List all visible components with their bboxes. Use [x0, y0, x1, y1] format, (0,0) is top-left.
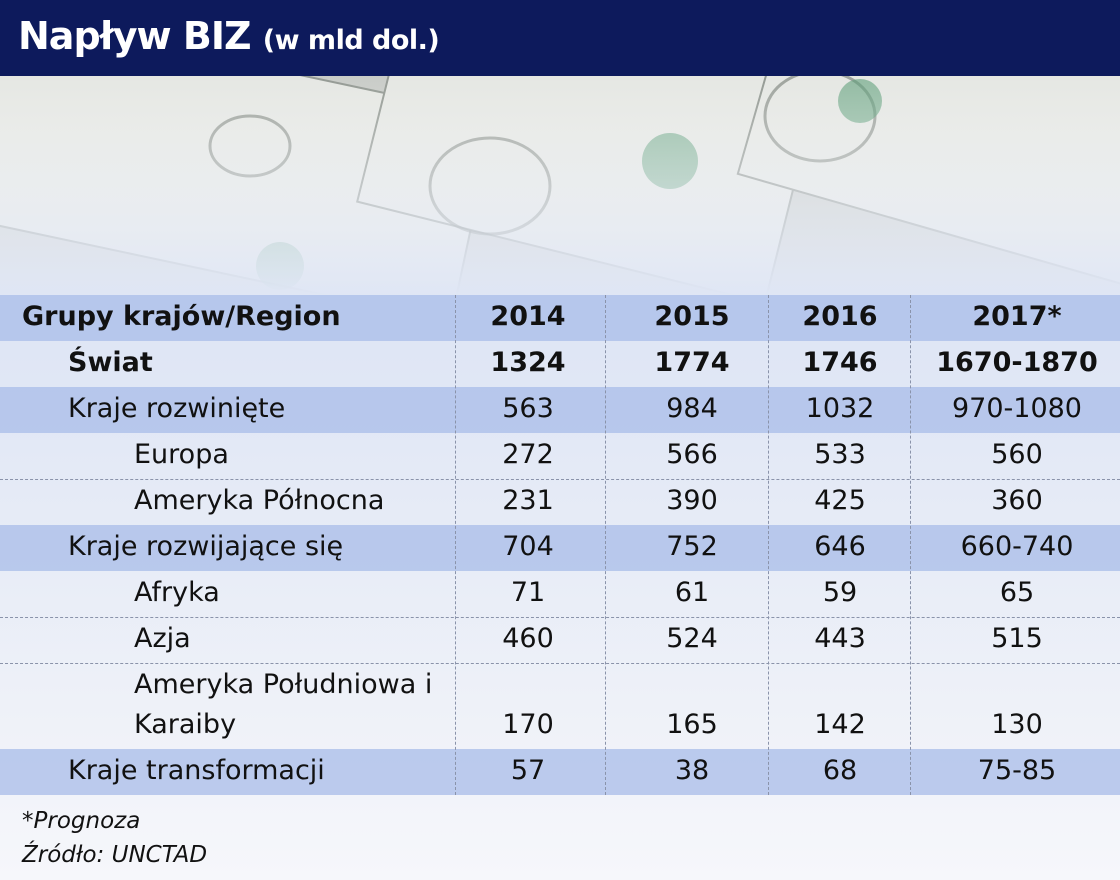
cell-value: 752 — [666, 531, 718, 562]
row-label: Azja — [134, 623, 191, 654]
cell-value: 57 — [510, 755, 546, 786]
cell-value: 704 — [502, 531, 554, 562]
cell-value: 563 — [502, 393, 554, 424]
column-divider — [455, 295, 456, 795]
column-header: Grupy krajów/Region — [22, 301, 341, 332]
cell-value: 59 — [822, 577, 858, 608]
cell-value: 1746 — [802, 347, 878, 378]
subtitle: (w mld dol.) — [262, 25, 440, 56]
row-label: Kraje rozwinięte — [68, 393, 286, 424]
cell-value: 460 — [502, 623, 554, 654]
title-text: Napływ BIZ — [18, 14, 252, 58]
cell-value: 75-85 — [977, 755, 1057, 786]
cell-value: 360 — [991, 485, 1043, 516]
cell-value: 231 — [502, 485, 554, 516]
column-divider — [605, 295, 606, 795]
banknote-background — [0, 76, 1120, 296]
row-label: Ameryka Północna — [134, 485, 385, 516]
cell-value: 1032 — [805, 393, 875, 424]
row-label: Ameryka Południowa i Karaiby — [134, 669, 433, 740]
cell-value: 272 — [502, 439, 554, 470]
cell-value: 533 — [814, 439, 866, 470]
column-divider — [910, 295, 911, 795]
cell-value: 1324 — [490, 347, 566, 378]
column-divider — [768, 295, 769, 795]
column-header: 2016 — [802, 301, 878, 332]
row-divider — [0, 617, 1120, 618]
cell-value: 165 — [666, 709, 718, 740]
cell-value: 660-740 — [960, 531, 1074, 562]
cell-value: 61 — [674, 577, 710, 608]
cell-value: 1670-1870 — [936, 347, 1098, 378]
column-header: 2014 — [490, 301, 566, 332]
row-label: Afryka — [134, 577, 220, 608]
row-label: Kraje rozwijające się — [68, 531, 344, 562]
row-band — [0, 295, 1120, 341]
row-label: Świat — [68, 347, 153, 378]
row-band — [0, 387, 1120, 433]
header: Napływ BIZ (w mld dol.) — [0, 0, 1120, 76]
footnote: *Prognoza — [22, 808, 141, 834]
cell-value: 970-1080 — [952, 393, 1082, 424]
cell-value: 515 — [991, 623, 1043, 654]
row-divider — [0, 479, 1120, 480]
cell-value: 524 — [666, 623, 718, 654]
cell-value: 984 — [666, 393, 718, 424]
column-header: 2017* — [972, 301, 1062, 332]
cell-value: 1774 — [654, 347, 730, 378]
cell-value: 425 — [814, 485, 866, 516]
cell-value: 170 — [502, 709, 554, 740]
cell-value: 142 — [814, 709, 866, 740]
title: Napływ BIZ (w mld dol.) — [18, 14, 440, 58]
row-band — [0, 525, 1120, 571]
row-band — [0, 749, 1120, 795]
row-divider — [0, 663, 1120, 664]
row-label: Europa — [134, 439, 229, 470]
cell-value: 390 — [666, 485, 718, 516]
row-label: Kraje transformacji — [68, 755, 325, 786]
cell-value: 566 — [666, 439, 718, 470]
cell-value: 646 — [814, 531, 866, 562]
cell-value: 130 — [991, 709, 1043, 740]
cell-value: 38 — [674, 755, 710, 786]
cell-value: 65 — [999, 577, 1035, 608]
column-header: 2015 — [654, 301, 730, 332]
cell-value: 68 — [822, 755, 858, 786]
cell-value: 443 — [814, 623, 866, 654]
cell-value: 71 — [510, 577, 546, 608]
source: Źródło: UNCTAD — [22, 842, 208, 868]
cell-value: 560 — [991, 439, 1043, 470]
